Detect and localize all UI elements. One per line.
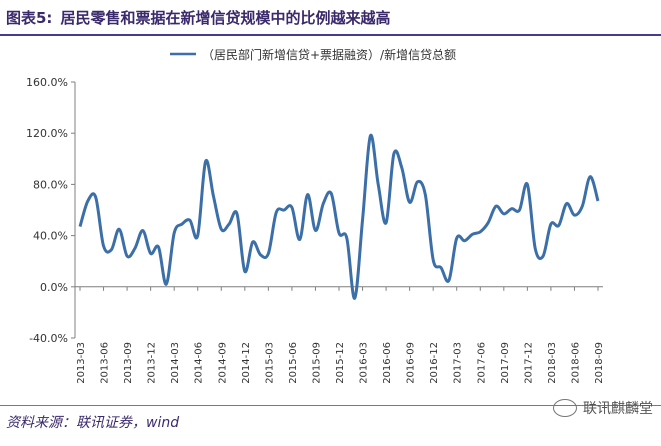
y-tick-label: 0.0%: [40, 281, 68, 294]
figure-number: 图表5:: [6, 8, 53, 27]
x-tick-label: 2016-03: [359, 342, 370, 384]
x-tick-label: 2013-03: [76, 342, 87, 384]
source-note: 资料来源：联讯证券，wind: [6, 415, 180, 431]
y-tick-label: 160.0%: [26, 76, 68, 89]
figure-header: 图表5: 居民零售和票据在新增信贷规模中的比例越来越高: [0, 0, 661, 34]
legend-label: （居民部门新增信贷+票据融资）/新增信贷总额: [202, 47, 456, 62]
x-tick-label: 2015-03: [264, 342, 275, 384]
watermark-text: 联讯麒麟堂: [583, 401, 653, 417]
series-line: [78, 134, 600, 300]
line-chart: （居民部门新增信贷+票据融资）/新增信贷总额 -40.0% 0.0% 40.0% 80…: [26, 47, 605, 384]
x-tick-label: 2016-09: [406, 342, 417, 384]
y-tick-label: 80.0%: [33, 178, 68, 191]
x-axis: 2013-03 2013-06 2013-09 2013-12 2014-03 2014-…: [76, 286, 605, 384]
y-tick-label: 40.0%: [33, 230, 68, 243]
wechat-icon: [553, 399, 577, 417]
x-tick-label: 2017-12: [523, 342, 534, 384]
y-tick-label: 120.0%: [26, 127, 68, 140]
y-axis: -40.0% 0.0% 40.0% 80.0% 120.0% 160.0%: [26, 76, 75, 345]
x-tick-label: 2017-03: [453, 342, 464, 384]
header-divider: [0, 34, 661, 36]
x-tick-label: 2015-09: [311, 342, 322, 384]
watermark: 联讯麒麟堂: [553, 398, 653, 418]
figure-title: 居民零售和票据在新增信贷规模中的比例越来越高: [60, 8, 391, 27]
x-tick-label: 2017-06: [476, 342, 487, 384]
x-tick-label: 2014-12: [241, 342, 252, 384]
x-tick-label: 2015-12: [335, 342, 346, 384]
x-tick-label: 2014-03: [170, 342, 181, 384]
x-tick-label: 2013-12: [147, 342, 158, 384]
chart-legend: （居民部门新增信贷+票据融资）/新增信贷总额: [170, 47, 456, 62]
x-tick-label: 2016-06: [382, 342, 393, 384]
x-tick-label: 2014-06: [194, 342, 205, 384]
x-tick-label: 2016-12: [429, 342, 440, 384]
y-tick-label: -40.0%: [29, 332, 68, 345]
x-tick-label: 2017-09: [500, 342, 511, 384]
footer-divider: [0, 405, 661, 406]
x-tick-label: 2014-09: [217, 342, 228, 384]
x-tick-label: 2018-06: [570, 342, 581, 384]
x-tick-label: 2018-03: [547, 342, 558, 384]
chart-axes: [74, 82, 603, 338]
x-tick-label: 2018-09: [594, 342, 605, 384]
x-tick-label: 2013-09: [123, 342, 134, 384]
x-tick-label: 2015-06: [288, 342, 299, 384]
x-tick-label: 2013-06: [100, 342, 111, 384]
series-layer: [78, 134, 600, 300]
